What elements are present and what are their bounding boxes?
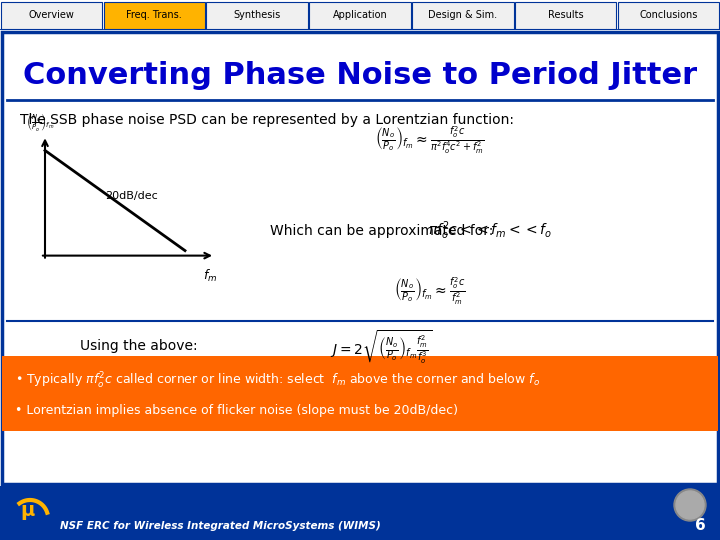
Text: $\pi f_o^2 c << f_m << f_o$: $\pi f_o^2 c << f_m << f_o$ [428,219,552,242]
Text: Which can be approximated for:: Which can be approximated for: [270,224,493,238]
Text: 20dB/dec: 20dB/dec [105,191,158,200]
Text: Overview: Overview [29,10,74,20]
FancyBboxPatch shape [104,2,205,29]
Text: μ: μ [21,501,35,519]
FancyBboxPatch shape [310,2,410,29]
Text: • Typically $\pi f_o^2 c$ called corner or line width: select  $f_m$ above the c: • Typically $\pi f_o^2 c$ called corner … [15,371,540,391]
Text: Using the above:: Using the above: [80,339,197,353]
Text: 6: 6 [695,518,706,534]
Circle shape [674,489,706,521]
Text: $\left(\frac{N_o}{P_o}\right)_{f_m} \approx \frac{f_o^2 c}{f_m^2}$: $\left(\frac{N_o}{P_o}\right)_{f_m} \app… [395,275,466,307]
FancyBboxPatch shape [207,2,308,29]
Text: $J = 2\sqrt{\left(\frac{N_o}{P_o}\right)_{f_m} \frac{f_m^2}{f_o^3}}$: $J = 2\sqrt{\left(\frac{N_o}{P_o}\right)… [330,329,432,366]
FancyBboxPatch shape [618,2,719,29]
Text: Conclusions: Conclusions [639,10,698,20]
Text: • Lorentzian implies absence of flicker noise (slope must be 20dB/dec): • Lorentzian implies absence of flicker … [15,404,458,417]
Text: Application: Application [333,10,387,20]
FancyBboxPatch shape [2,32,718,484]
Text: $\left(\frac{N_o}{P_o}\right)_{f_m} \approx \frac{f_o^2 c}{\pi^2 f_o^4 c^2 + f_m: $\left(\frac{N_o}{P_o}\right)_{f_m} \app… [375,125,485,156]
Text: $\left(\frac{N_o}{P_o}\right)_{f_m}$: $\left(\frac{N_o}{P_o}\right)_{f_m}$ [26,111,54,133]
Text: Results: Results [548,10,583,20]
Text: Design & Sim.: Design & Sim. [428,10,498,20]
Text: Synthesis: Synthesis [233,10,281,20]
Circle shape [676,491,704,519]
Text: NSF ERC for Wireless Integrated MicroSystems (WIMS): NSF ERC for Wireless Integrated MicroSys… [60,521,381,531]
FancyBboxPatch shape [0,486,720,540]
FancyBboxPatch shape [515,2,616,29]
FancyBboxPatch shape [2,356,718,431]
Text: The SSB phase noise PSD can be represented by a Lorentzian function:: The SSB phase noise PSD can be represent… [20,113,514,127]
FancyBboxPatch shape [412,2,513,29]
Text: Freq. Trans.: Freq. Trans. [127,10,182,20]
Text: $f_m$: $f_m$ [203,268,217,284]
FancyBboxPatch shape [1,2,102,29]
Text: Converting Phase Noise to Period Jitter: Converting Phase Noise to Period Jitter [23,61,697,90]
